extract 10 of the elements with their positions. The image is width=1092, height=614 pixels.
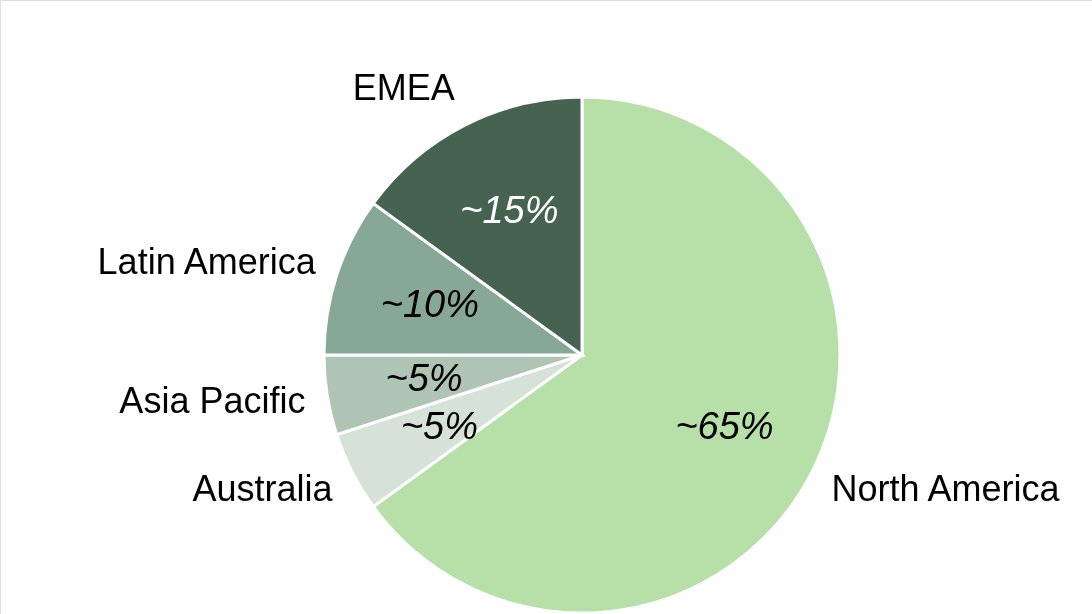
- data-label: ~10%: [380, 282, 479, 325]
- data-label: ~5%: [385, 357, 463, 400]
- data-label: ~5%: [400, 404, 479, 447]
- slice-label: Australia: [192, 468, 334, 510]
- data-label: ~15%: [460, 189, 559, 232]
- slice-label: Latin America: [97, 240, 317, 282]
- slice-label: North America: [831, 468, 1061, 510]
- slice-label: Asia Pacific: [119, 379, 306, 421]
- slice-label: EMEA: [352, 67, 455, 109]
- data-label: ~65%: [675, 404, 774, 447]
